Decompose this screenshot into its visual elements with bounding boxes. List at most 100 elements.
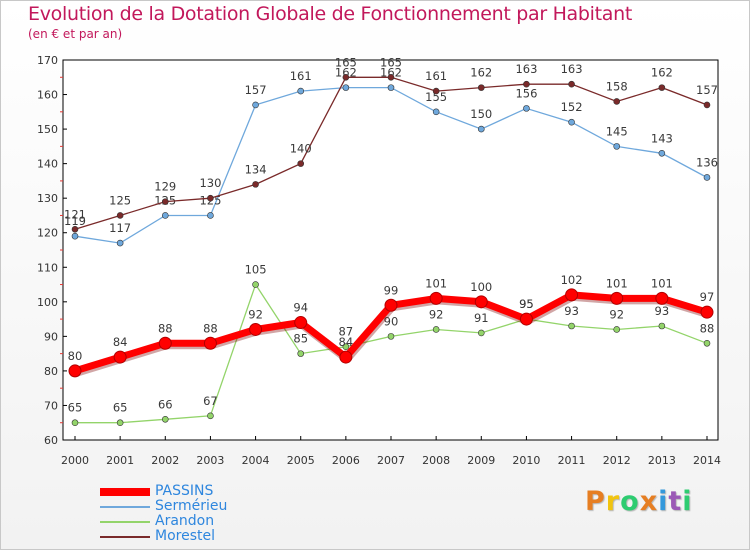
data-label-passins: 101 [425,276,447,290]
data-label-passins: 94 [293,301,308,315]
data-label-arandon: 95 [519,297,534,311]
data-label-morestel: 125 [109,193,131,207]
data-label-passins: 84 [113,335,128,349]
data-point-arandon [252,281,259,288]
data-point-morestel [116,212,124,219]
logo-letter: x [639,486,659,517]
data-label-arandon: 66 [158,397,173,411]
data-point-passins [700,305,714,319]
legend-label: PASSINS [155,483,214,499]
y-tick-label: 170 [37,54,58,67]
data-label-morestel: 129 [154,180,176,194]
data-label-sermerieu: 161 [290,69,312,83]
data-point-morestel [342,73,350,81]
data-point-passins [294,316,308,330]
data-label-sermerieu: 143 [651,131,673,145]
x-tick-label: 2001 [106,454,134,467]
logo-letter: o [620,486,640,517]
data-point-arandon [387,333,395,340]
y-tick-label: 140 [37,158,58,171]
data-point-morestel [161,198,169,205]
logo-letter: i [682,486,693,517]
data-point-passins [158,336,172,350]
data-label-morestel: 130 [199,176,221,190]
data-point-arandon [613,326,621,333]
data-point-morestel [658,84,666,91]
data-point-sermerieu [342,84,350,91]
data-point-morestel [477,84,485,91]
data-label-sermerieu: 156 [515,86,537,100]
data-point-sermerieu [297,87,305,95]
data-point-sermerieu [568,118,575,126]
data-label-morestel: 165 [380,55,402,69]
legend-label: Morestel [155,528,215,544]
data-point-passins [655,291,669,305]
data-point-passins [113,350,127,364]
y-tick-label: 160 [37,89,58,102]
logo-letter: r [605,486,621,517]
data-point-morestel [613,98,621,105]
logo-letter: i [658,486,669,517]
chart-subtitle: (en € et par an) [28,27,123,41]
data-label-morestel: 163 [515,62,537,76]
data-point-passins [203,336,217,350]
data-label-passins: 84 [339,335,354,349]
data-label-arandon: 91 [474,311,489,325]
data-point-passins [610,291,624,305]
data-label-sermerieu: 119 [64,214,86,228]
data-label-arandon: 87 [339,325,354,339]
data-label-arandon: 65 [68,401,83,415]
data-label-sermerieu: 155 [425,90,447,104]
data-point-sermerieu [207,212,214,219]
data-point-arandon [207,412,214,420]
x-tick-label: 2012 [603,454,631,467]
data-label-morestel: 165 [335,55,357,69]
y-tick-label: 90 [44,330,58,343]
data-point-morestel [568,80,575,88]
data-point-sermerieu [161,212,169,219]
data-label-passins: 88 [158,321,173,335]
data-point-arandon [116,419,124,427]
data-label-passins: 100 [470,280,492,294]
data-point-passins [519,312,533,326]
data-label-morestel: 157 [696,83,718,97]
legend-swatch [100,506,150,508]
data-label-passins: 99 [384,283,399,297]
y-tick-label: 120 [37,227,58,240]
data-label-arandon: 105 [245,263,267,277]
y-tick-label: 150 [37,123,58,136]
data-point-morestel [432,87,440,95]
data-label-sermerieu: 152 [561,100,583,114]
data-point-arandon [161,415,169,423]
data-label-morestel: 161 [425,69,447,83]
x-tick-label: 2004 [242,454,270,467]
x-tick-label: 2000 [61,454,89,467]
x-tick-label: 2003 [196,454,224,467]
data-label-morestel: 121 [64,207,86,221]
y-tick-label: 60 [44,434,58,447]
data-label-arandon: 85 [293,332,308,346]
data-label-arandon: 93 [564,304,579,318]
data-point-passins [339,350,353,364]
data-label-passins: 97 [700,290,715,304]
data-point-arandon [297,350,305,357]
data-label-sermerieu: 136 [696,155,718,169]
data-label-passins: 101 [606,276,628,290]
data-label-morestel: 162 [651,66,673,80]
x-tick-label: 2014 [693,454,721,467]
data-point-passins [249,322,263,336]
data-label-passins: 102 [561,273,583,287]
x-tick-label: 2005 [287,454,315,467]
data-point-sermerieu [71,232,79,240]
data-point-sermerieu [658,149,666,157]
x-tick-label: 2010 [512,454,540,467]
x-tick-label: 2006 [332,454,360,467]
legend-label: Arandon [155,513,215,529]
data-label-sermerieu: 162 [335,66,357,80]
legend-swatch [100,521,150,523]
y-tick-label: 110 [37,261,58,274]
data-label-sermerieu: 145 [606,124,628,138]
proxiti-logo: Proxiti [585,486,693,517]
chart-title: Evolution de la Dotation Globale de Fonc… [28,3,633,25]
